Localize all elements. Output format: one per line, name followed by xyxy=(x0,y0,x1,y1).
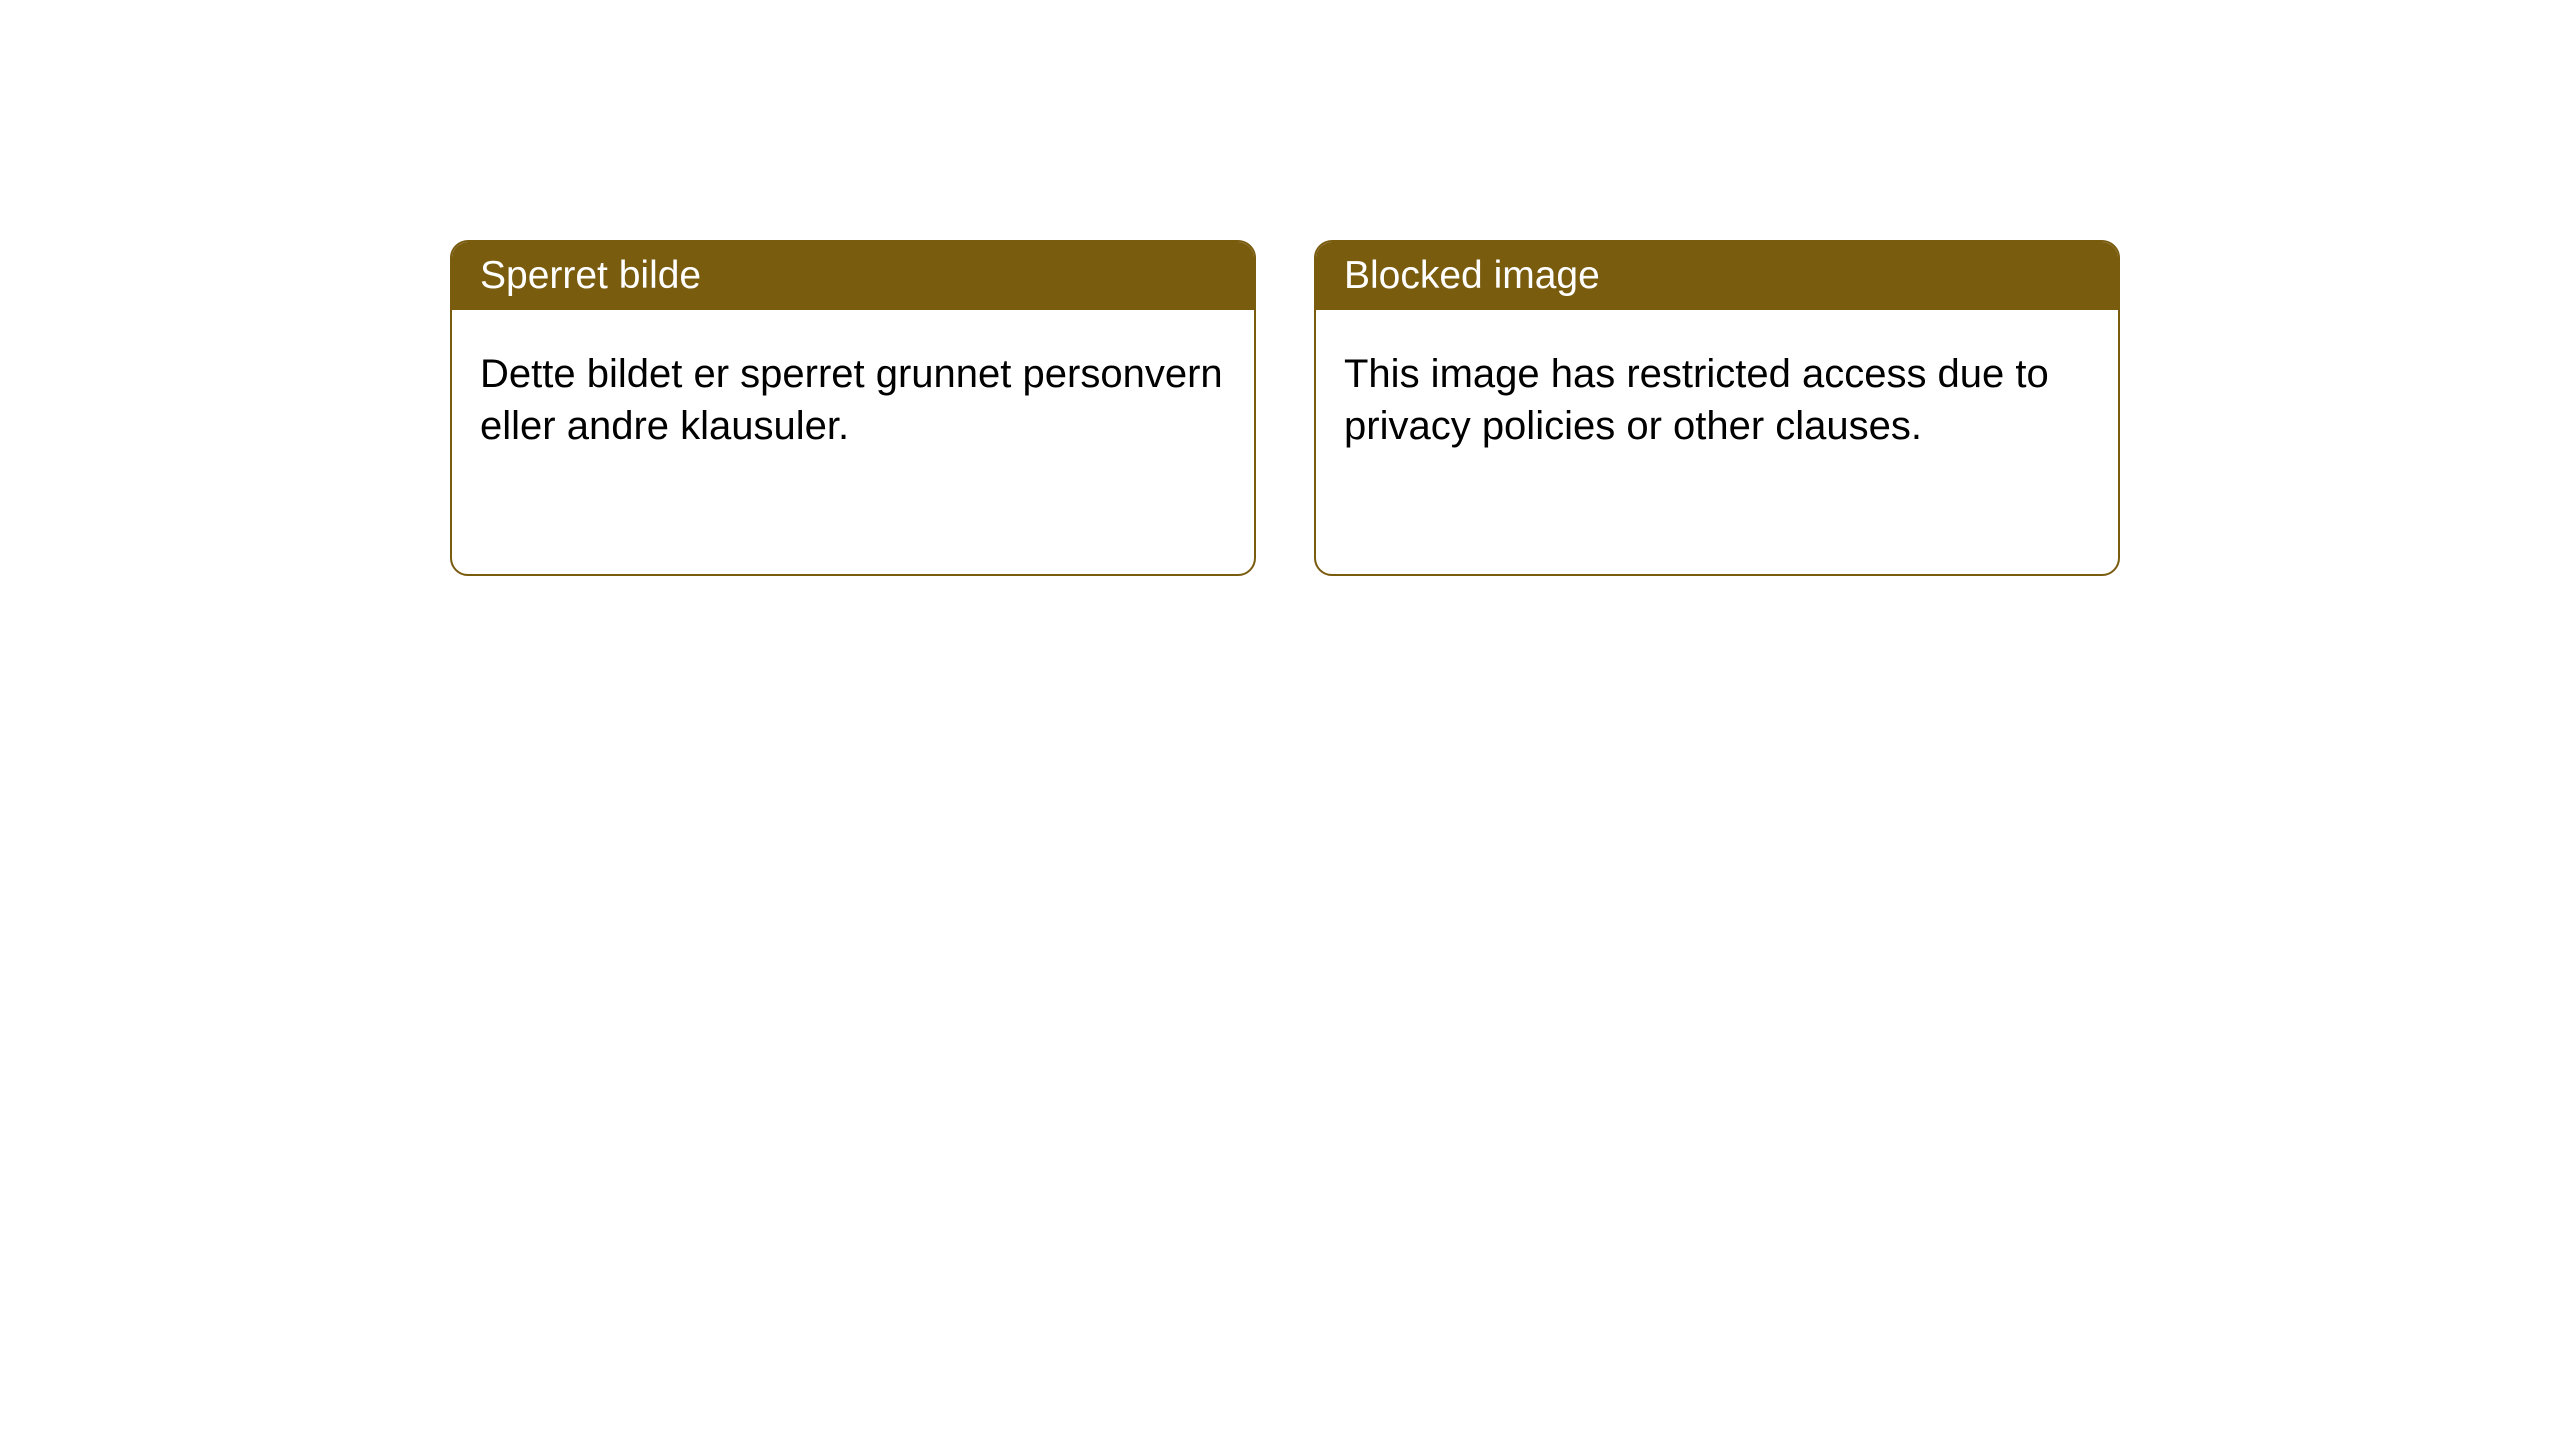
card-header: Blocked image xyxy=(1316,242,2118,310)
notice-container: Sperret bilde Dette bildet er sperret gr… xyxy=(0,0,2560,576)
card-message: This image has restricted access due to … xyxy=(1344,352,2049,448)
card-header: Sperret bilde xyxy=(452,242,1254,310)
card-title: Blocked image xyxy=(1344,254,1600,297)
card-message: Dette bildet er sperret grunnet personve… xyxy=(480,352,1223,448)
card-body: Dette bildet er sperret grunnet personve… xyxy=(452,310,1254,490)
card-title: Sperret bilde xyxy=(480,254,701,297)
card-body: This image has restricted access due to … xyxy=(1316,310,2118,490)
notice-card-english: Blocked image This image has restricted … xyxy=(1314,240,2120,576)
notice-card-norwegian: Sperret bilde Dette bildet er sperret gr… xyxy=(450,240,1256,576)
